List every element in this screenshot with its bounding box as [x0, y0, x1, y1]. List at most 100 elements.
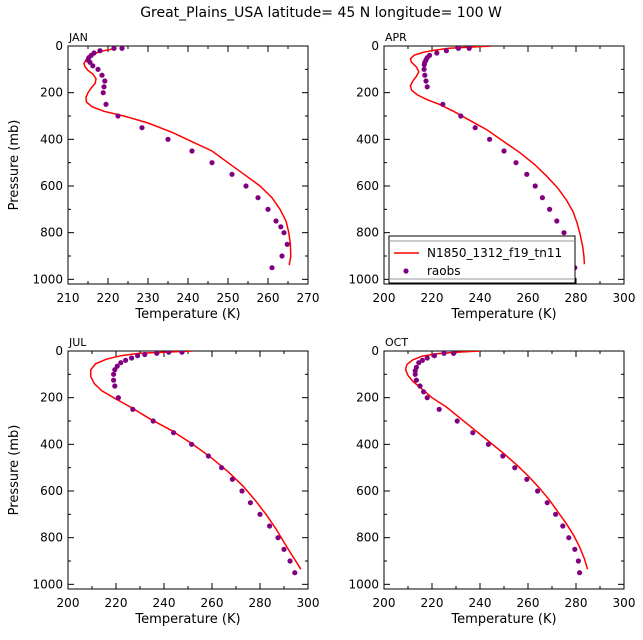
y-tick-label: 400	[40, 132, 63, 146]
data-point-raobs	[111, 377, 117, 383]
y-tick-label: 0	[371, 39, 379, 53]
x-tick-label: 300	[613, 596, 636, 610]
x-tick-label: 250	[217, 291, 240, 305]
data-point-raobs	[103, 101, 109, 107]
data-point-raobs	[566, 535, 572, 541]
x-tick-label: 270	[297, 291, 320, 305]
legend-label-raobs: raobs	[427, 264, 461, 278]
data-point-raobs	[421, 389, 427, 395]
data-point-raobs	[111, 371, 117, 377]
month-label: JUL	[68, 336, 87, 349]
x-tick-label: 240	[153, 596, 176, 610]
data-point-raobs	[413, 377, 419, 383]
data-point-raobs	[281, 546, 287, 552]
data-point-raobs	[443, 48, 449, 54]
data-point-raobs	[424, 395, 430, 401]
y-tick-label: 800	[356, 226, 379, 240]
data-point-raobs	[455, 46, 461, 51]
data-point-raobs	[440, 101, 446, 107]
data-point-raobs	[205, 453, 211, 459]
legend-point-swatch	[403, 268, 409, 274]
x-tick-label: 210	[57, 291, 80, 305]
y-tick-label: 1000	[348, 272, 379, 286]
data-point-raobs	[292, 570, 298, 576]
month-label: JAN	[68, 31, 88, 44]
data-point-raobs	[287, 558, 293, 564]
data-point-raobs	[142, 351, 148, 358]
y-tick-label: 600	[356, 484, 379, 498]
data-point-raobs	[243, 183, 249, 189]
data-point-raobs	[416, 360, 422, 366]
data-point-raobs	[257, 511, 263, 517]
panel-apr: 200 220 240 260 280 300 0 200 400 600 800 1000 Tempe…	[348, 31, 635, 322]
data-point-raobs	[532, 183, 538, 189]
x-tick-label: 220	[421, 596, 444, 610]
x-axis-label: Temperature (K)	[134, 612, 240, 627]
y-tick-label: 600	[356, 179, 379, 193]
y-tick-label: 200	[356, 391, 379, 405]
data-point-raobs	[466, 46, 472, 51]
data-point-raobs	[577, 570, 583, 576]
data-point-raobs	[97, 48, 103, 54]
x-axis-label: Temperature (K)	[134, 307, 240, 322]
y-axis-label: Pressure (mb)	[7, 120, 22, 211]
panel-jan: 210 220 230 240 250 260 270 0 200 400 600 800 1000 Te…	[7, 31, 319, 322]
data-point-raobs	[501, 148, 507, 154]
y-tick-label: 200	[40, 391, 63, 405]
y-tick-label: 1000	[32, 272, 63, 286]
data-point-raobs	[247, 500, 253, 506]
x-tick-label: 260	[201, 596, 224, 610]
y-tick-label: 200	[40, 86, 63, 100]
data-point-raobs	[458, 113, 464, 119]
data-point-raobs	[150, 418, 156, 424]
data-point-raobs	[139, 125, 145, 131]
data-point-raobs	[560, 523, 566, 529]
data-point-raobs	[101, 84, 107, 90]
x-tick-label: 300	[613, 291, 636, 305]
y-tick-label: 0	[371, 344, 379, 358]
x-tick-label: 220	[105, 596, 128, 610]
data-point-raobs	[539, 195, 546, 201]
x-tick-label: 230	[137, 291, 160, 305]
data-point-raobs	[524, 171, 530, 177]
data-point-raobs	[500, 453, 506, 459]
data-point-raobs	[421, 62, 427, 68]
data-point-raobs	[417, 383, 423, 389]
x-tick-label: 240	[469, 596, 492, 610]
y-tick-label: 800	[40, 531, 63, 545]
data-point-raobs	[135, 353, 141, 359]
y-tick-label: 800	[356, 531, 379, 545]
data-point-raobs	[129, 355, 135, 361]
y-tick-label: 600	[40, 484, 63, 498]
panel-oct: 200 220 240 260 280 300 0 200 400 600 800 1000 Tempe…	[348, 336, 635, 627]
x-tick-label: 280	[565, 596, 588, 610]
legend-label-model: N1850_1312_f19_tn11	[427, 246, 562, 260]
y-tick-label: 1000	[32, 577, 63, 591]
data-point-raobs	[112, 383, 118, 389]
x-axis-label: Temperature (K)	[450, 307, 556, 322]
data-point-raobs	[123, 357, 129, 363]
y-tick-label: 800	[40, 226, 63, 240]
y-tick-label: 600	[40, 179, 63, 193]
y-tick-label: 400	[40, 437, 63, 451]
data-point-raobs	[553, 511, 559, 517]
data-point-raobs	[99, 72, 105, 78]
data-point-raobs	[269, 265, 275, 271]
x-tick-label: 200	[373, 291, 396, 305]
y-tick-label: 0	[55, 39, 63, 53]
x-tick-label: 280	[249, 596, 272, 610]
data-point-raobs	[513, 160, 519, 166]
data-point-raobs	[422, 72, 428, 78]
data-point-raobs	[265, 206, 271, 212]
data-point-raobs	[273, 218, 279, 224]
data-point-raobs	[209, 160, 215, 166]
x-tick-label: 260	[257, 291, 280, 305]
x-tick-label: 240	[469, 291, 492, 305]
data-point-raobs	[412, 371, 418, 377]
data-point-raobs	[421, 66, 427, 72]
data-point-raobs	[166, 351, 172, 355]
x-tick-label: 300	[297, 596, 320, 610]
data-point-raobs	[575, 558, 582, 564]
data-point-raobs	[472, 125, 478, 131]
figure-title: Great_Plains_USA latitude= 45 N longitud…	[140, 5, 502, 21]
